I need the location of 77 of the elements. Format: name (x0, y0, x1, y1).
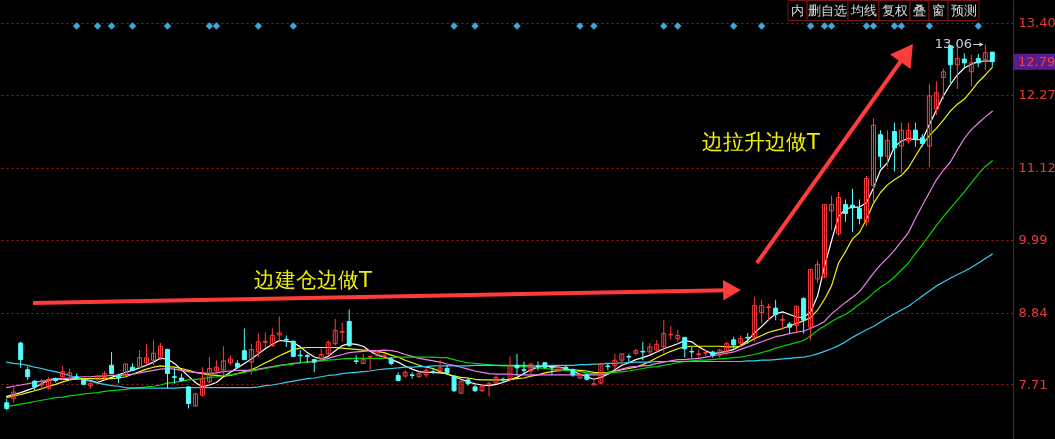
candlestick (528, 362, 534, 376)
candlestick (241, 327, 247, 361)
candlestick (479, 383, 485, 393)
annotation: 内 (791, 3, 804, 18)
candlestick (137, 349, 143, 369)
candlestick (794, 305, 800, 335)
candlestick (276, 315, 282, 343)
candlestick (437, 359, 443, 373)
candlestick (332, 318, 338, 347)
candlestick (933, 80, 939, 116)
candlestick (891, 122, 897, 173)
candlestick (843, 198, 849, 223)
candlestick (773, 299, 779, 321)
candlestick (255, 333, 261, 358)
line-series (6, 160, 993, 408)
candlestick (822, 204, 828, 279)
text: 12.79 (1018, 53, 1055, 69)
candlestick (458, 380, 464, 395)
annotation: 复权 (881, 3, 908, 18)
candlestick (556, 365, 562, 373)
candlestick (682, 336, 688, 359)
y-tick-label: 9.99 (1018, 232, 1048, 248)
candlestick (863, 175, 869, 227)
candlestick (640, 341, 646, 361)
candlestick (829, 195, 835, 231)
candlestick (877, 129, 883, 169)
annotation: 预测 (950, 3, 977, 18)
candlestick (185, 385, 191, 410)
candlestick (220, 345, 226, 376)
annotation: 13.06 (934, 36, 973, 52)
candlestick (269, 327, 275, 348)
candlestick (430, 367, 436, 375)
candlestick (409, 371, 415, 380)
candlestick (801, 296, 807, 335)
candlestick (661, 319, 667, 354)
candlestick (514, 353, 520, 376)
candlestick (870, 117, 876, 204)
annotation: 窗 (932, 3, 945, 18)
candlestick (884, 129, 890, 167)
candlestick (898, 122, 904, 174)
y-tick-label: 11.12 (1018, 160, 1055, 176)
candlestick (465, 376, 471, 387)
candlestick (144, 343, 150, 366)
annotation: 删自选 (808, 3, 847, 18)
annotation: 均线 (849, 3, 877, 18)
candlestick (857, 198, 862, 225)
candlestick (912, 122, 918, 148)
candlestick (605, 362, 611, 371)
candlestick (815, 259, 821, 284)
candlestick (402, 369, 408, 378)
candlestick (926, 83, 932, 168)
candlestick (151, 339, 156, 366)
candlestick (752, 296, 758, 343)
candlestick (521, 360, 527, 374)
candlestick (171, 367, 177, 385)
candlestick (507, 355, 513, 382)
candlestick (905, 122, 911, 145)
annotation: 边建仓边做T (254, 268, 373, 292)
y-tick-label: 12.27 (1018, 87, 1055, 103)
candlestick (283, 334, 289, 348)
candlestick (759, 299, 765, 324)
candlestick (206, 356, 212, 384)
candlestick (339, 322, 345, 343)
candlestick (968, 54, 974, 87)
annotation: 边拉升边做T (702, 130, 821, 154)
candlestick (18, 341, 24, 369)
y-tick-label: 7.71 (1018, 376, 1048, 392)
candlestick (808, 268, 814, 342)
candlestick (500, 376, 506, 384)
candlestick (248, 343, 254, 376)
candlestick (836, 191, 842, 237)
y-tick-label: 13.40 (1018, 15, 1055, 31)
annotation: 叠 (913, 3, 926, 18)
candlestick (940, 68, 946, 100)
line-series (6, 110, 993, 389)
candlestick (199, 366, 205, 397)
y-tick-label: 8.84 (1018, 305, 1048, 321)
